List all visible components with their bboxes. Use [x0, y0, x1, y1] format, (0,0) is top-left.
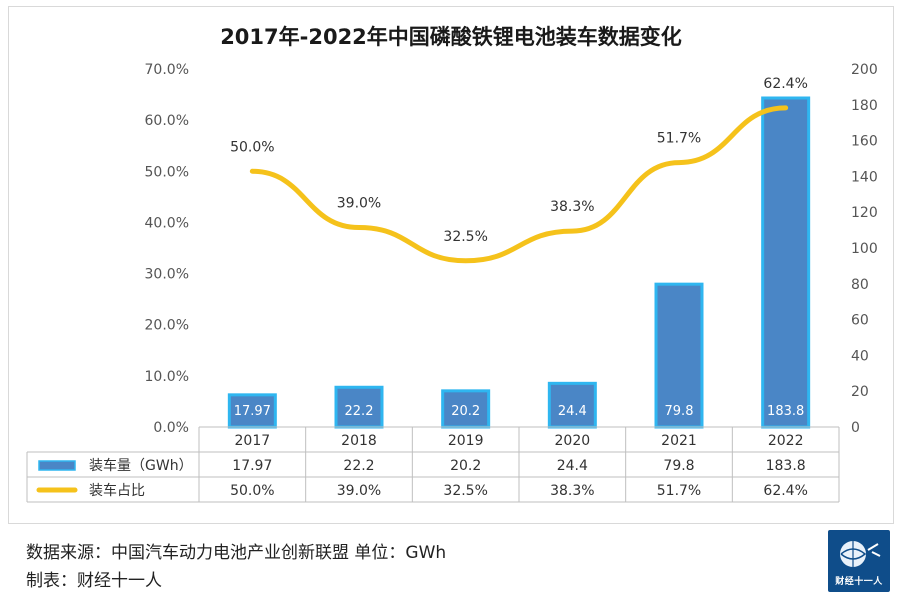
category-label: 2017: [235, 433, 271, 449]
chart-card: 2017年-2022年中国磷酸铁锂电池装车数据变化 0.0% 10.0% 20.0%…: [8, 6, 894, 524]
right-axis-tick-label: 160: [851, 134, 878, 150]
left-axis-tick-label: 60.0%: [145, 113, 189, 129]
legend-label: 装车占比: [89, 482, 145, 499]
right-axis-tick-label: 200: [851, 62, 878, 78]
right-axis-tick-label: 80: [851, 277, 869, 293]
share-line: [249, 105, 789, 264]
left-axis-tick-label: 40.0%: [145, 215, 189, 231]
bar-value-label: 17.97: [234, 404, 271, 419]
right-axis-tick-label: 60: [851, 313, 869, 329]
bar-value-label: 183.8: [767, 404, 804, 419]
left-axis-tick-label: 0.0%: [153, 420, 189, 436]
line-value-label: 62.4%: [763, 76, 807, 92]
table-cell: 38.3%: [550, 483, 594, 499]
bar: [654, 282, 704, 429]
table-cell: 50.0%: [230, 483, 274, 499]
right-axis-tick-label: 100: [851, 241, 878, 257]
table-cell: 62.4%: [763, 483, 807, 499]
bar-value-label: 20.2: [451, 404, 480, 419]
line-value-label: 38.3%: [550, 199, 594, 215]
legend-swatch-bar: [38, 460, 76, 471]
left-axis-tick-label: 70.0%: [145, 62, 189, 78]
left-axis-tick-label: 50.0%: [145, 164, 189, 180]
combo-chart: 0.0% 10.0% 20.0% 30.0% 40.0% 50.0% 60.0% 70.0% 0…: [26, 62, 878, 503]
bar: [441, 389, 491, 429]
globe-icon: [840, 541, 881, 567]
table-cell: 22.2: [343, 458, 374, 474]
line-value-label: 51.7%: [657, 131, 701, 147]
line-value-label: 39.0%: [337, 196, 381, 212]
line-value-label: 32.5%: [443, 229, 487, 245]
bar: [227, 393, 277, 429]
category-label: 2019: [448, 433, 484, 449]
maker-note: 制表：财经十一人: [26, 571, 162, 591]
table-cell: 79.8: [663, 458, 694, 474]
brand-logo: 财经十一人: [828, 530, 890, 592]
bar-value-label: 79.8: [665, 404, 694, 419]
table-cell: 51.7%: [657, 483, 701, 499]
left-axis-tick-label: 20.0%: [145, 318, 189, 334]
category-label: 2020: [555, 433, 591, 449]
right-axis-tick-label: 180: [851, 98, 878, 114]
right-axis-tick-label: 140: [851, 169, 878, 185]
table-cell: 183.8: [766, 458, 806, 474]
legend-label: 装车量（GWh）: [89, 457, 193, 474]
bar-value-label: 22.2: [345, 404, 374, 419]
table-cell: 32.5%: [443, 483, 487, 499]
left-axis-tick-label: 10.0%: [145, 369, 189, 385]
right-axis-tick-label: 20: [851, 384, 869, 400]
table-cell: 20.2: [450, 458, 481, 474]
logo-text: 财经十一人: [835, 577, 883, 587]
table-cell: 39.0%: [337, 483, 381, 499]
table-cell: 24.4: [557, 458, 588, 474]
line-value-label: 50.0%: [230, 139, 274, 155]
right-axis-tick-label: 120: [851, 205, 878, 221]
source-note: 数据来源：中国汽车动力电池产业创新联盟 单位：GWh: [26, 543, 447, 563]
table-cell: 17.97: [232, 458, 272, 474]
chart-title: 2017年-2022年中国磷酸铁锂电池装车数据变化: [220, 25, 682, 49]
bar-value-label: 24.4: [558, 404, 587, 419]
category-label: 2022: [768, 433, 804, 449]
right-axis-tick-label: 0: [851, 420, 860, 436]
category-label: 2018: [341, 433, 377, 449]
bar: [761, 96, 811, 429]
left-axis-tick-label: 30.0%: [145, 267, 189, 283]
right-axis-tick-label: 40: [851, 348, 869, 364]
category-label: 2021: [661, 433, 697, 449]
